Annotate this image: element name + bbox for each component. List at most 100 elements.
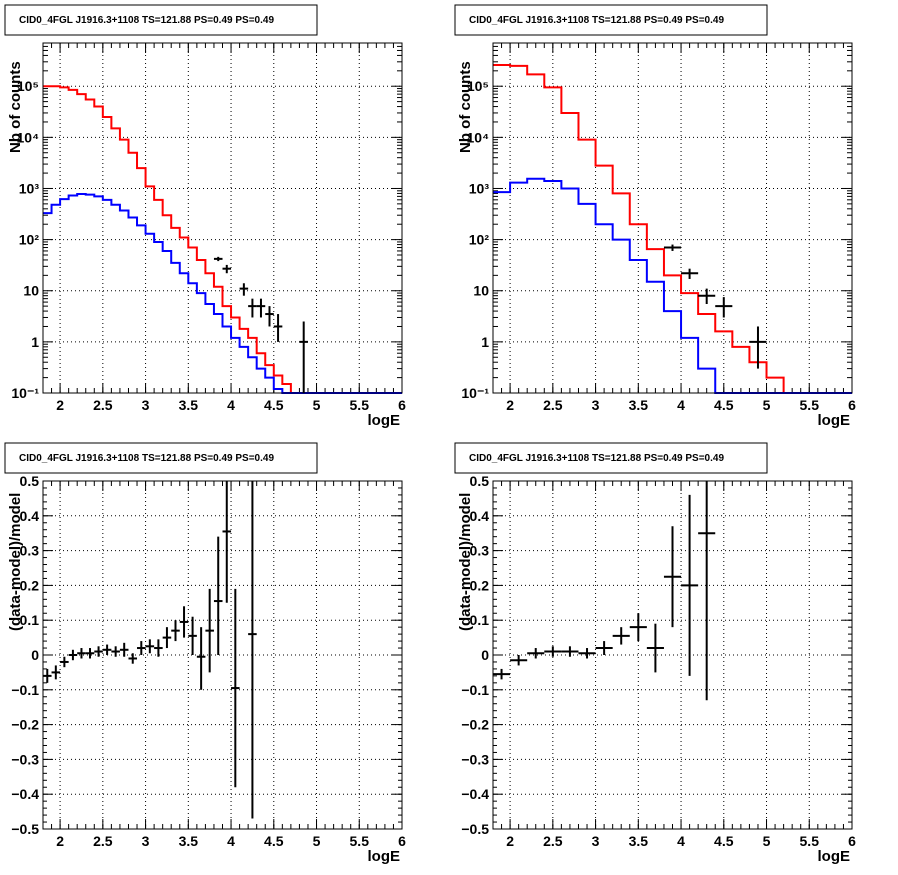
data-point (43, 668, 52, 683)
y-tick-label: 0.1 (470, 612, 490, 628)
x-tick-label: 5 (313, 833, 321, 849)
x-axis-title: logE (818, 412, 851, 429)
y-axis-title: Nb of counts (457, 61, 474, 153)
data-point (128, 653, 138, 664)
x-tick-label: 4.5 (264, 833, 284, 849)
panel-title-box (4, 442, 318, 474)
y-tick-label: 10 (473, 283, 489, 299)
data-point (60, 656, 69, 668)
data-point (85, 648, 95, 659)
data-point (629, 613, 647, 642)
x-tick-label: 6 (398, 397, 406, 413)
plot-frame (492, 42, 853, 394)
panel-title: CID0_4FGL J1916.3+1108 TS=121.88 PS=0.49… (19, 453, 274, 464)
x-tick-label: 4 (227, 397, 235, 413)
top-right-counts-panel: 2 2.5 3 3.5 4 4.5 5 5.5 6 10⁻¹ 1 10 10² 10³ 10⁴ 10⁵ logE… (454, 4, 856, 429)
x-tick-label: 4.5 (714, 397, 734, 413)
x-tick-label: 2.5 (543, 833, 563, 849)
x-tick-label: 3 (142, 833, 150, 849)
data-point (162, 627, 172, 649)
data-point (510, 655, 528, 666)
y-tick-label: 10 (23, 283, 39, 299)
y-tick-label: 10³ (19, 180, 40, 196)
data-point (213, 256, 223, 262)
x-tick-label: 2 (506, 833, 514, 849)
data-point (578, 648, 596, 659)
data-point (145, 639, 155, 654)
y-tick-label: 0.2 (470, 577, 490, 593)
x-tick-label: 2.5 (543, 397, 563, 413)
x-tick-label: 3.5 (629, 397, 649, 413)
data-point (663, 526, 682, 628)
x-tick-label: 6 (848, 833, 856, 849)
panel-title: CID0_4FGL J1916.3+1108 TS=121.88 PS=0.49… (469, 453, 724, 464)
data-point (681, 268, 699, 279)
data-point (749, 326, 767, 369)
data-point (698, 481, 716, 701)
x-tick-label: 3.5 (629, 833, 649, 849)
x-tick-label: 5.5 (350, 397, 370, 413)
x-tick-label: 5 (313, 397, 321, 413)
y-tick-label: 0 (31, 647, 39, 663)
data-point (493, 668, 511, 680)
y-axis-title: (data-model)/model (457, 493, 474, 631)
x-tick-label: 2 (56, 833, 64, 849)
x-tick-label: 4.5 (264, 397, 284, 413)
data-point (299, 321, 308, 393)
data-point (561, 646, 579, 657)
panel-title-box (454, 4, 768, 36)
panel-title-box (4, 4, 318, 36)
x-tick-label: 4 (227, 833, 235, 849)
y-tick-label: 10⁴ (17, 129, 40, 145)
y-tick-label: 10⁻¹ (461, 385, 489, 401)
data-point (119, 642, 129, 657)
data-point (179, 606, 189, 638)
data-point (612, 627, 630, 645)
bottom-right-residual-panel: 2 2.5 3 3.5 4 4.5 5 5.5 6 −0.5 −0.4 −0.3 −0.2 −0.1 0 0.… (454, 442, 856, 865)
plot-frame (42, 42, 403, 394)
y-tick-label: 10² (19, 232, 40, 248)
y-tick-label: 0.3 (20, 543, 40, 559)
data-point (646, 623, 664, 673)
data-point (265, 306, 274, 327)
x-tick-label: 3 (592, 397, 600, 413)
y-tick-label: 0.1 (20, 612, 40, 628)
y-axis-title: (data-model)/model (7, 493, 24, 631)
y-tick-label: −0.3 (11, 751, 39, 767)
y-tick-label: 1 (31, 334, 39, 350)
data-point (222, 264, 232, 274)
x-tick-label: 3 (592, 833, 600, 849)
y-tick-label: 0.2 (20, 577, 40, 593)
y-tick-label: −0.5 (461, 821, 489, 837)
y-tick-label: 10⁵ (467, 78, 489, 94)
y-tick-label: 10⁴ (467, 129, 490, 145)
data-point (681, 494, 699, 676)
y-tick-label: 0.4 (20, 508, 40, 524)
data-point (68, 649, 78, 661)
data-point (248, 298, 257, 318)
data-point (248, 481, 257, 819)
y-tick-label: 0.5 (20, 473, 40, 489)
data-point (698, 288, 716, 305)
data-point (273, 314, 283, 342)
y-tick-label: 1 (481, 334, 489, 350)
y-tick-label: −0.4 (461, 786, 489, 802)
data-point (188, 616, 197, 655)
data-point (137, 641, 146, 655)
x-tick-label: 3.5 (179, 397, 199, 413)
panel-title: CID0_4FGL J1916.3+1108 TS=121.88 PS=0.49… (19, 15, 274, 26)
x-tick-label: 5.5 (800, 397, 820, 413)
x-tick-label: 6 (848, 397, 856, 413)
x-axis-title: logE (368, 412, 401, 429)
data-point (171, 620, 180, 642)
x-tick-label: 3 (142, 397, 150, 413)
y-tick-label: 10⁻¹ (11, 385, 39, 401)
y-tick-label: 10² (469, 232, 490, 248)
y-tick-label: −0.1 (11, 682, 39, 698)
x-axis-title: logE (368, 848, 401, 865)
data-point (222, 481, 232, 603)
plot-frame (42, 480, 403, 830)
x-tick-label: 5.5 (800, 833, 820, 849)
x-tick-label: 5 (763, 397, 771, 413)
